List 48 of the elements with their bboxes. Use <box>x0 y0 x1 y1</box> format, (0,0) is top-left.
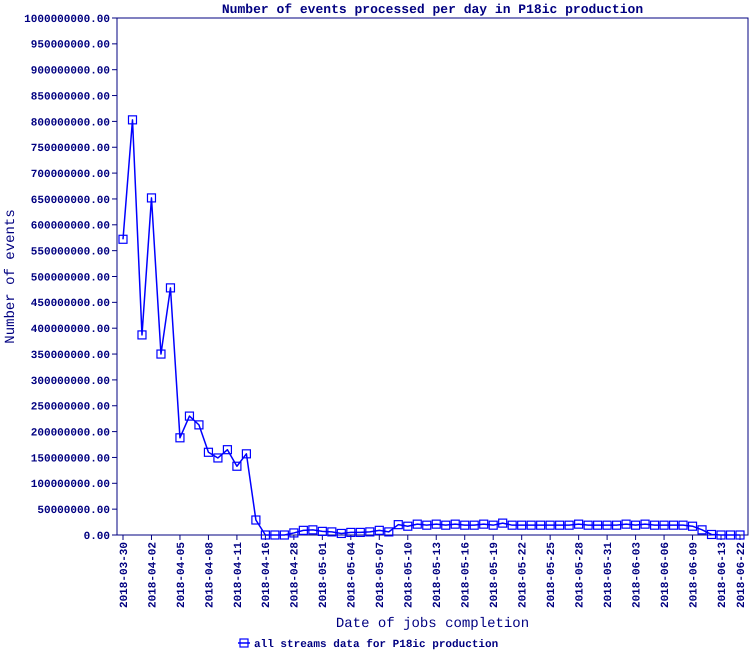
x-tick-label: 2018-03-30 <box>118 542 131 608</box>
y-tick-label: 1000000000.00 <box>24 14 110 26</box>
x-tick-label: 2018-06-06 <box>660 542 672 608</box>
y-tick-label: 950000000.00 <box>30 40 110 52</box>
y-tick-label: 850000000.00 <box>30 91 110 104</box>
y-axis-title: Number of events <box>3 209 19 344</box>
y-tick-label: 600000000.00 <box>30 220 110 233</box>
x-tick-label: 2018-06-13 <box>716 542 729 608</box>
y-tick-label: 100000000.00 <box>30 479 110 492</box>
x-tick-label: 2018-05-25 <box>546 542 558 608</box>
y-tick-label: 750000000.00 <box>30 143 110 156</box>
y-tick-label: 700000000.00 <box>30 168 110 181</box>
y-tick-label: 900000000.00 <box>30 66 110 78</box>
y-tick-label: 800000000.00 <box>30 117 110 130</box>
x-tick-label: 2018-05-04 <box>346 542 359 608</box>
x-tick-label: 2018-05-13 <box>432 542 444 608</box>
x-tick-label: 2018-05-01 <box>318 542 330 608</box>
y-tick-label: 550000000.00 <box>30 246 110 258</box>
y-tick-label: 650000000.00 <box>30 194 110 207</box>
x-tick-label: 2018-05-22 <box>518 542 530 608</box>
x-tick-label: 2018-05-28 <box>574 542 586 608</box>
x-axis-title: Date of jobs completion <box>336 616 530 632</box>
x-tick-label: 2018-06-09 <box>688 542 700 608</box>
y-tick-label: 450000000.00 <box>30 298 110 310</box>
y-tick-label: 350000000.00 <box>30 350 110 362</box>
y-tick-label: 400000000.00 <box>30 324 110 336</box>
x-tick-label: 2018-06-03 <box>631 542 644 608</box>
y-tick-label: 150000000.00 <box>30 453 110 466</box>
y-tick-label: 500000000.00 <box>30 272 110 284</box>
legend-label: all streams data for P18ic production <box>254 638 498 650</box>
y-tick-label: 300000000.00 <box>30 376 110 388</box>
x-tick-label: 2018-04-11 <box>232 542 245 608</box>
x-tick-label: 2018-05-07 <box>375 542 388 608</box>
chart-title: Number of events processed per day in P18ic production <box>222 2 644 17</box>
x-tick-label: 2018-06-22 <box>736 542 748 608</box>
x-tick-label: 2018-05-31 <box>602 542 615 608</box>
x-tick-label: 2018-04-16 <box>261 542 274 608</box>
y-tick-label: 200000000.00 <box>30 427 110 440</box>
x-tick-label: 2018-05-19 <box>489 542 502 608</box>
x-tick-label: 2018-05-16 <box>460 542 473 608</box>
x-tick-label: 2018-04-28 <box>290 542 302 608</box>
y-tick-label: 50000000.00 <box>37 505 110 517</box>
x-tick-label: 2018-05-10 <box>404 542 416 608</box>
x-tick-label: 2018-04-02 <box>147 542 160 608</box>
y-tick-label: 250000000.00 <box>30 402 110 414</box>
x-tick-label: 2018-04-05 <box>176 542 188 608</box>
x-tick-label: 2018-04-08 <box>204 542 216 608</box>
y-tick-label: 0.00 <box>84 530 110 543</box>
